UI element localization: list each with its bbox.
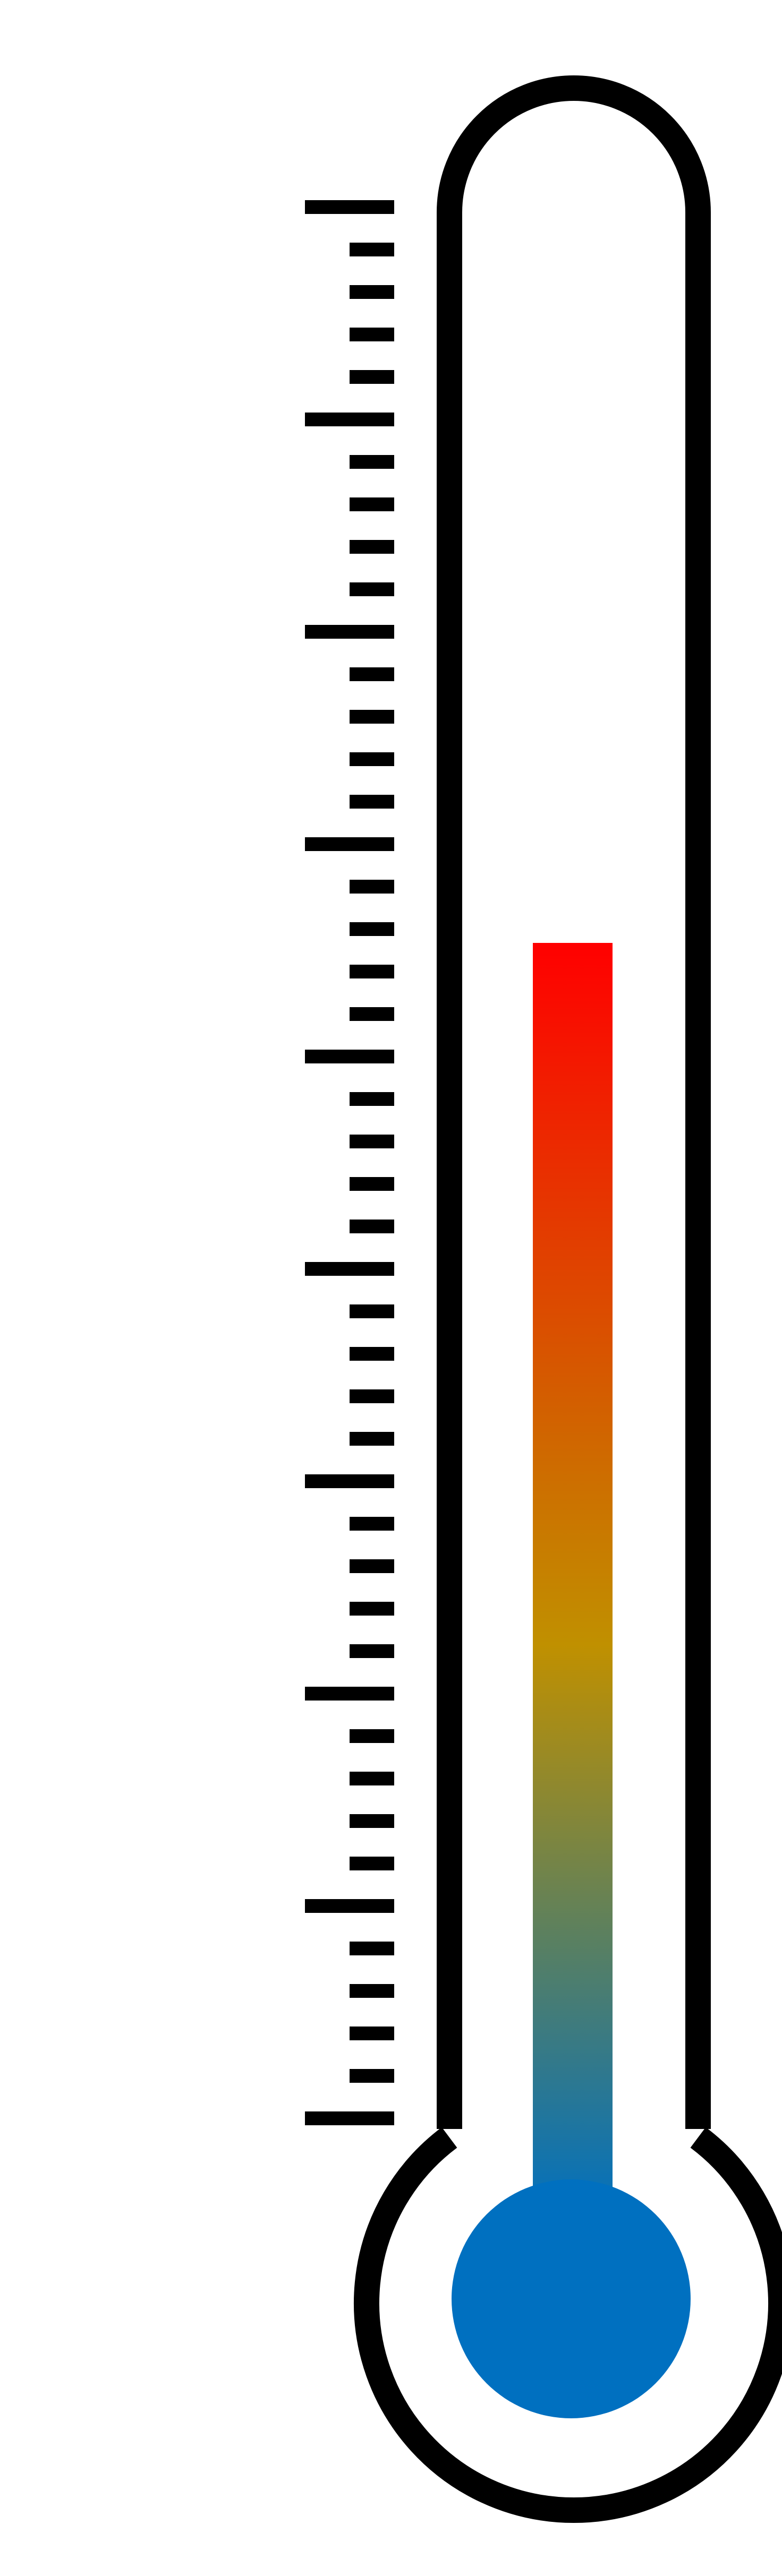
minor-tick [350,795,394,809]
minor-tick [350,1984,394,1998]
minor-tick [350,1092,394,1106]
minor-tick [350,880,394,894]
minor-tick [350,965,394,978]
major-tick [305,1687,394,1701]
major-tick [305,2111,394,2125]
minor-tick [350,243,394,256]
major-tick [305,1050,394,1063]
minor-tick [350,1729,394,1743]
major-tick [305,1899,394,1913]
minor-tick [350,455,394,469]
minor-tick [350,1304,394,1318]
minor-tick [350,667,394,681]
minor-tick [350,285,394,299]
minor-tick [350,1644,394,1658]
minor-tick [350,1007,394,1021]
major-tick [305,625,394,639]
minor-tick [350,1177,394,1191]
minor-tick [350,497,394,511]
tube-outline [437,75,711,2129]
minor-tick [350,1942,394,1955]
minor-tick [350,710,394,724]
minor-tick [350,540,394,554]
minor-tick [350,370,394,384]
minor-tick [350,1135,394,1148]
minor-tick [350,582,394,596]
minor-tick [350,1814,394,1828]
scale-ticks [305,200,394,2125]
minor-tick [350,1517,394,1531]
minor-tick [350,2027,394,2040]
minor-tick [350,1389,394,1403]
bulb-outline [354,2127,782,2523]
major-tick [305,200,394,214]
major-tick [305,1474,394,1488]
minor-tick [350,1432,394,1446]
bulb-fluid [452,2179,691,2418]
minor-tick [350,1857,394,1870]
major-tick [305,1262,394,1276]
minor-tick [350,1602,394,1616]
minor-tick [350,1347,394,1361]
minor-tick [350,328,394,341]
minor-tick [350,1559,394,1573]
minor-tick [350,1772,394,1785]
minor-tick [350,752,394,766]
minor-tick [350,1220,394,1233]
minor-tick [350,922,394,936]
minor-tick [350,2069,394,2083]
mercury-column [533,943,613,2219]
major-tick [305,413,394,426]
major-tick [305,837,394,851]
